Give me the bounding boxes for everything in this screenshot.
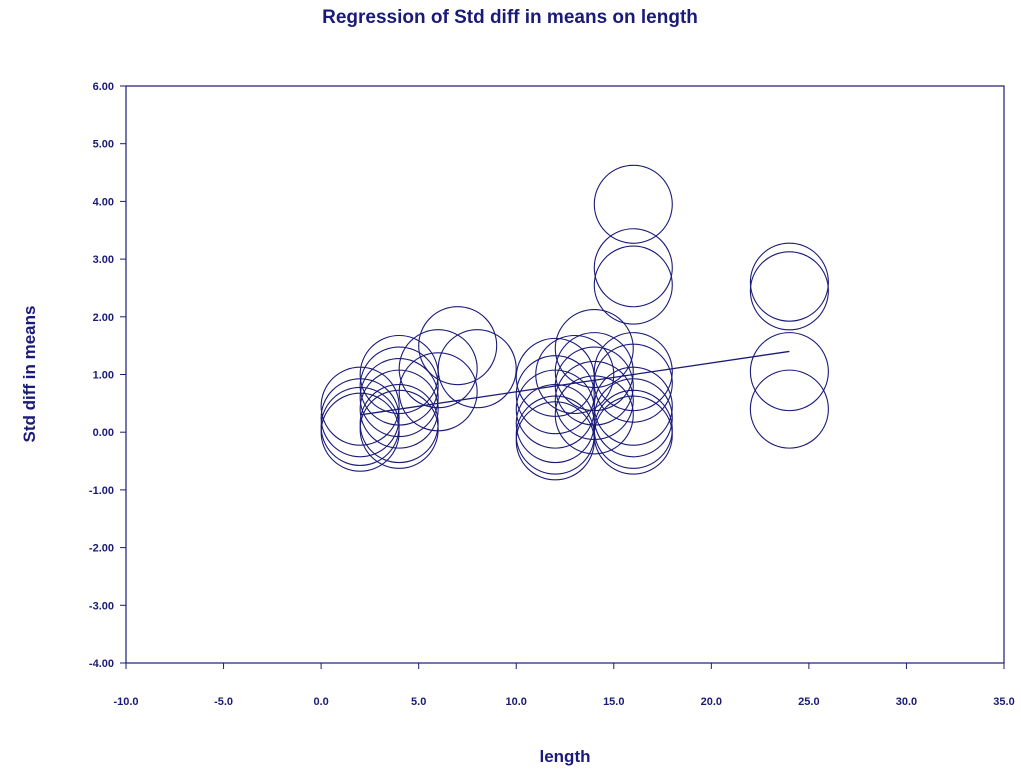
data-point-bubble	[593, 332, 673, 412]
y-axis-title: Std diff in means	[20, 306, 39, 443]
data-point-bubble	[749, 242, 829, 322]
y-tick-label: 3.00	[93, 254, 114, 266]
x-tick-label: 10.0	[506, 696, 527, 708]
y-tick-label: 2.00	[93, 312, 114, 324]
y-tick-label: 0.00	[93, 427, 114, 439]
data-point-bubble	[535, 334, 615, 415]
data-point-bubble	[593, 366, 673, 446]
y-tick-label: 1.00	[93, 370, 114, 382]
y-tick-label: 4.00	[93, 196, 114, 208]
y-tick-label: 6.00	[93, 81, 114, 93]
x-tick-label: 15.0	[603, 696, 624, 708]
data-point-bubble	[593, 164, 673, 244]
y-tick-label: -4.00	[89, 658, 114, 670]
data-point-bubble	[749, 251, 829, 331]
regression-line	[360, 350, 790, 416]
x-tick-label: 25.0	[798, 696, 819, 708]
y-axis: 6.00 5.00 4.00 3.00 2.00 1.00 0.00 -1.00 -2.00 -3…	[89, 81, 126, 670]
y-tick-label: -2.00	[89, 543, 114, 555]
chart-title: Regression of Std diff in means on lengt…	[322, 7, 698, 28]
data-point-bubble	[749, 332, 829, 412]
data-point-bubble	[437, 329, 517, 409]
x-tick-label: -5.0	[214, 696, 233, 708]
x-tick-label: 30.0	[896, 696, 917, 708]
x-tick-label: 0.0	[313, 696, 328, 708]
x-tick-label: 5.0	[411, 696, 426, 708]
data-point-bubble	[593, 378, 673, 458]
data-point-bubble	[398, 352, 478, 432]
data-point-bubble	[515, 355, 595, 435]
data-point-bubble	[320, 366, 400, 446]
data-point-bubble	[359, 346, 439, 426]
data-point-bubble	[749, 369, 829, 449]
x-axis: -10.0 -5.0 0.0 5.0 10.0 15.0 20.0 25.0 30.0 35.0	[113, 663, 1015, 708]
data-point-bubble	[398, 329, 478, 409]
x-tick-label: 20.0	[701, 696, 722, 708]
data-point-bubble	[593, 228, 673, 308]
bubble-layer	[320, 164, 829, 481]
data-point-bubble	[593, 395, 673, 475]
y-tick-label: 5.00	[93, 139, 114, 151]
data-point-bubble	[593, 245, 673, 325]
data-point-bubble	[593, 343, 673, 423]
y-tick-label: -1.00	[89, 485, 114, 497]
data-point-bubble	[359, 358, 439, 438]
x-tick-label: 35.0	[993, 696, 1014, 708]
y-tick-label: -3.00	[89, 600, 114, 612]
x-tick-label: -10.0	[113, 696, 138, 708]
data-point-bubble	[418, 306, 498, 386]
x-axis-title: length	[540, 747, 591, 766]
